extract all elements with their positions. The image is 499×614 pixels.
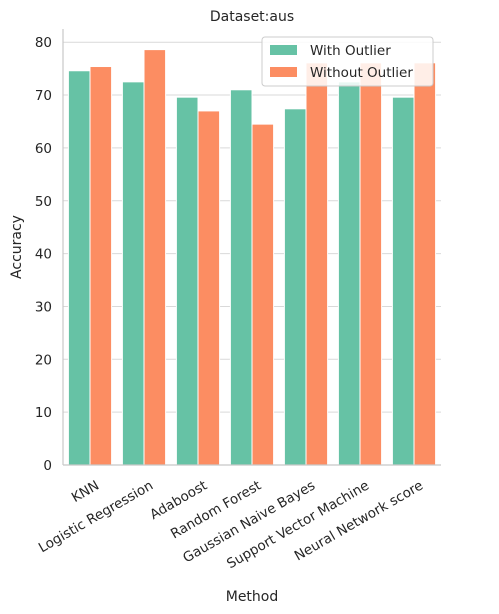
legend-box (261, 36, 434, 87)
y-axis-label: Accuracy (9, 215, 25, 279)
bar-with-outlier (67, 70, 91, 466)
legend-label: With Outlier (310, 43, 391, 59)
x-tick-label: KNN (69, 478, 102, 506)
y-tick-label: 0 (43, 458, 52, 474)
bar-without-outlier (305, 62, 329, 466)
bar-without-outlier (251, 123, 275, 466)
bar-without-outlier (359, 62, 383, 466)
bars (67, 49, 437, 466)
bar-with-outlier (391, 96, 415, 466)
bar-with-outlier (121, 81, 145, 466)
y-tick-label: 40 (35, 247, 52, 263)
axes-spines (62, 29, 441, 466)
y-tick-label: 20 (35, 352, 52, 368)
y-tick-label: 70 (35, 88, 52, 104)
legend-label: Without Outlier (310, 65, 413, 81)
bar-without-outlier (143, 49, 167, 466)
y-tick-label: 30 (35, 299, 52, 315)
y-tick-label: 10 (35, 405, 52, 421)
bar-with-outlier (337, 81, 361, 466)
bar-without-outlier (89, 66, 113, 466)
x-axis-label: Method (226, 589, 279, 605)
bar-with-outlier (229, 89, 253, 466)
bar-with-outlier (175, 96, 199, 466)
y-tick-labels: 0 10 20 30 40 50 60 70 80 (35, 35, 52, 474)
y-tick-label: 80 (35, 35, 52, 51)
chart-title: Dataset:aus (210, 9, 294, 25)
bar-with-outlier (283, 108, 307, 466)
bar-without-outlier (413, 62, 437, 466)
bar-without-outlier (197, 110, 221, 466)
y-tick-label: 50 (35, 194, 52, 210)
y-tick-label: 60 (35, 141, 52, 157)
legend-swatch (270, 67, 297, 77)
legend: With Outlier Without Outlier (261, 36, 434, 87)
legend-swatch (270, 45, 297, 55)
